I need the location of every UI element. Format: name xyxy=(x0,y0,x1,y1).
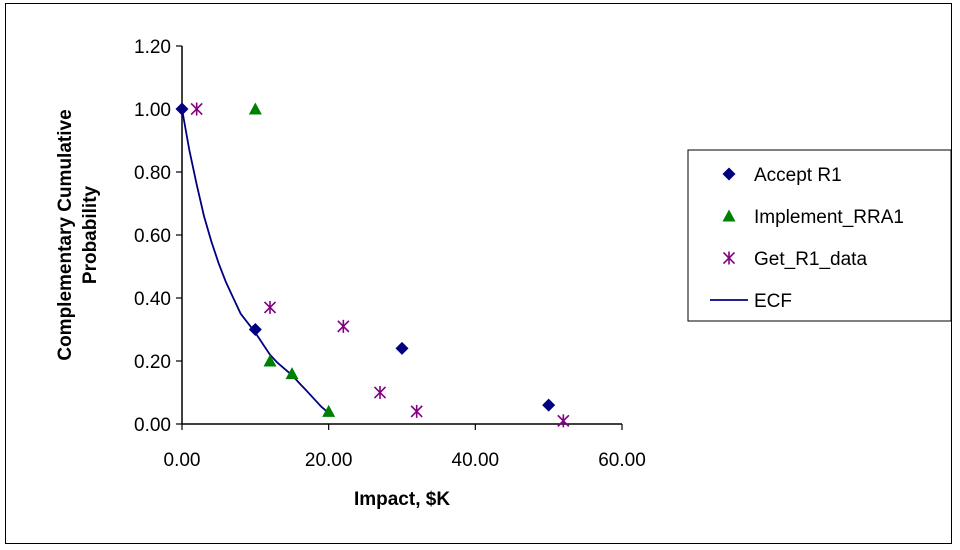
get-r1-data-point xyxy=(557,414,570,428)
legend-implement-rra1-symbol xyxy=(722,209,736,222)
y-tick-label: 0.20 xyxy=(134,352,171,373)
axis-ticks: 0.00 0.20 0.40 0.60 0.80 1.00 1.20 0.00 20.00 40.… xyxy=(134,37,646,471)
legend-accept-r1-symbol xyxy=(722,167,736,181)
legend-accept-r1-marker xyxy=(722,167,736,181)
get-r1-data-point xyxy=(263,300,277,314)
x-tick-label: 40.00 xyxy=(452,450,500,471)
legend-get-r1-data-label: Get_R1_data xyxy=(754,249,867,270)
accept-r1-point xyxy=(175,102,189,116)
y-tick-label: 0.00 xyxy=(134,415,171,436)
accept-r1-point xyxy=(395,341,409,355)
y-tick-label: 0.40 xyxy=(134,289,171,310)
x-tick-label: 20.00 xyxy=(305,450,353,471)
get-r1-data-point xyxy=(337,319,350,333)
implement-rra1-point xyxy=(285,367,299,380)
legend-implement-rra1-label: Implement_RRA1 xyxy=(754,207,904,228)
y-tick-label: 0.60 xyxy=(134,226,171,247)
legend-ecf-label: ECF xyxy=(754,291,792,312)
legend-implement-rra1-marker xyxy=(722,209,736,222)
implement-rra1-point xyxy=(248,102,262,115)
legend: Accept R1 Implement_RRA1 Get_R1_data ECF xyxy=(687,149,952,322)
y-tick-label: 0.80 xyxy=(134,163,171,184)
get-r1-data-point xyxy=(410,404,423,418)
y-tick-label: 1.00 xyxy=(134,100,171,121)
implement-rra1-point xyxy=(322,404,336,417)
legend-box xyxy=(687,149,952,322)
x-axis-title: Impact, $K xyxy=(354,489,450,510)
get-r1-data-point xyxy=(190,102,203,116)
legend-get-r1-data-marker xyxy=(722,251,736,265)
get-r1-data-point xyxy=(373,386,387,399)
legend-accept-r1-label: Accept R1 xyxy=(754,165,842,186)
markers-layer xyxy=(175,102,570,428)
ecf-line-layer xyxy=(181,108,330,414)
y-axis-title-line-2: Probability xyxy=(80,185,101,284)
y-axis-title-line-1: Complementary Cumulative xyxy=(55,109,76,360)
x-tick-label: 60.00 xyxy=(598,450,646,471)
accept-r1-point xyxy=(542,398,556,412)
x-tick-label: 0.00 xyxy=(164,450,201,471)
y-tick-label: 1.20 xyxy=(134,37,171,58)
legend-get-r1-data-symbol xyxy=(722,251,736,265)
accept-r1-point xyxy=(248,323,262,336)
implement-rra1-point xyxy=(263,354,277,367)
ecf-line xyxy=(181,108,330,414)
plot-area xyxy=(181,46,622,425)
